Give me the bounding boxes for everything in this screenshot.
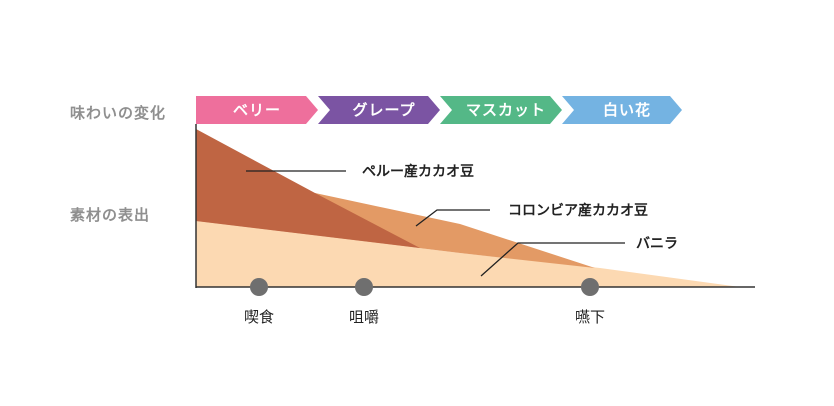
stage-arrow-white-flower [562, 96, 682, 124]
layer-label-colombia: コロンビア産カカオ豆 [508, 203, 648, 219]
layer-label-peru: ペルー産カカオ豆 [362, 164, 474, 180]
point-marker-swallowing [581, 278, 599, 296]
stage-label-grape: グレープ [352, 101, 416, 119]
point-marker-eating [250, 278, 268, 296]
row-label-taste-change: 味わいの変化 [70, 104, 167, 122]
stage-label-white-flower: 白い花 [602, 101, 651, 119]
stage-label-berry: ベリー [232, 101, 281, 119]
leader-line-colombia [415, 209, 490, 227]
stage-arrow-berry [196, 96, 318, 124]
stage-arrow-grape [318, 96, 440, 124]
leader-line-vanilla [480, 242, 625, 277]
stage-arrow-muscat [440, 96, 562, 124]
layer-label-vanilla: バニラ [636, 236, 678, 252]
stage-label-muscat: マスカット [465, 101, 546, 119]
point-label-eating: 喫食 [243, 308, 275, 326]
layer-peru-cacao [196, 129, 420, 248]
point-label-swallowing: 嚥下 [574, 308, 606, 326]
point-label-chewing: 咀嚼 [348, 308, 380, 326]
point-marker-chewing [355, 278, 373, 296]
layer-vanilla [196, 221, 740, 287]
row-label-ingredients: 素材の表出 [70, 206, 151, 224]
